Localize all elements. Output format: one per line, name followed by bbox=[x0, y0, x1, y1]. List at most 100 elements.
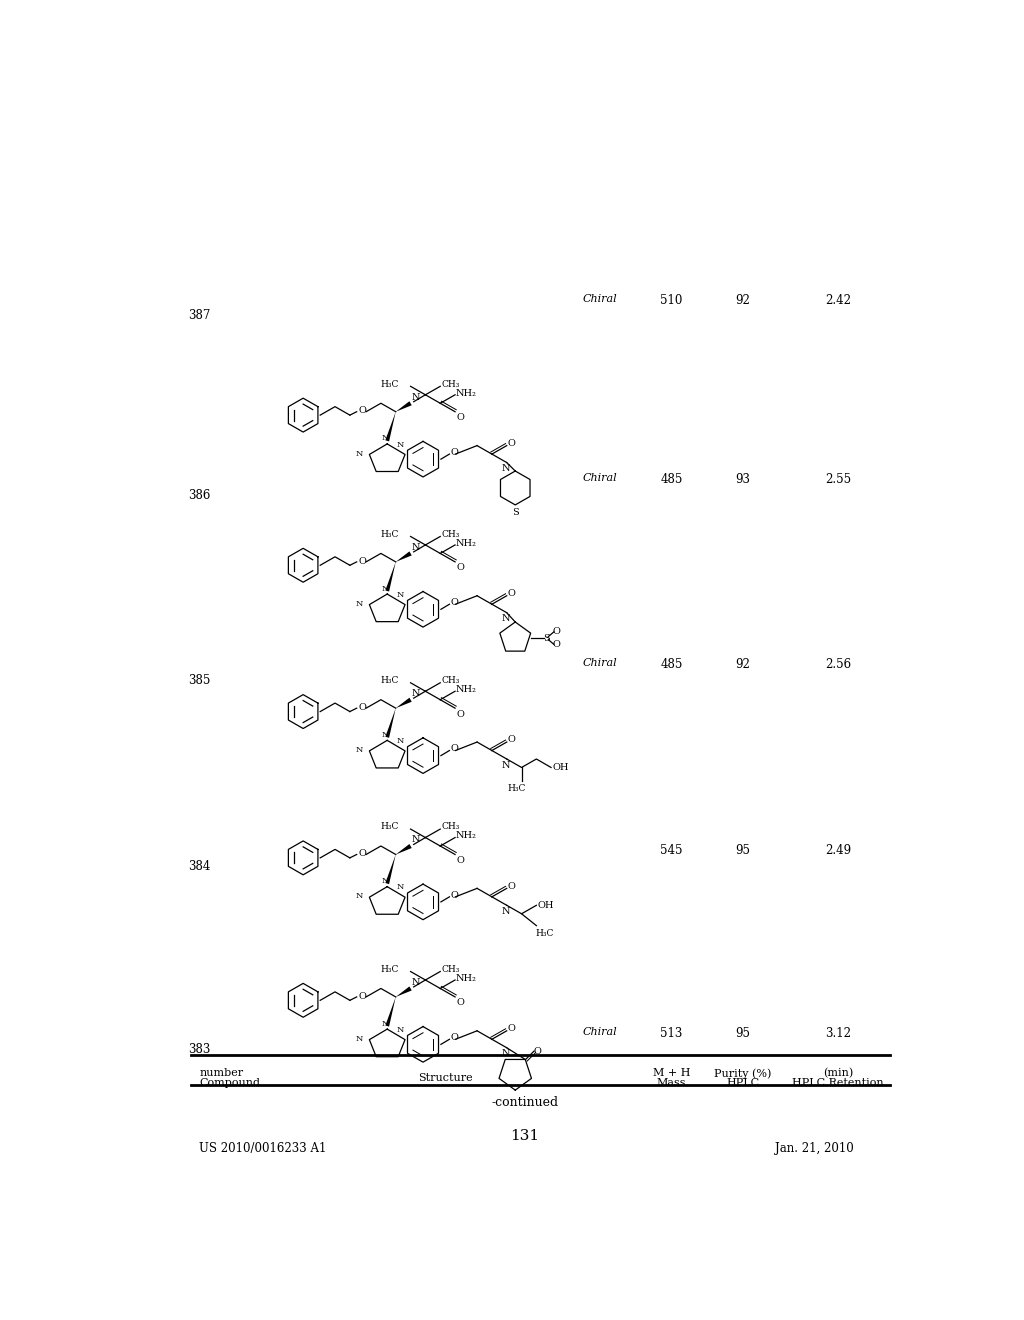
Text: Chiral: Chiral bbox=[583, 659, 617, 668]
Text: (min): (min) bbox=[823, 1068, 853, 1078]
Text: 485: 485 bbox=[660, 659, 683, 672]
Text: N: N bbox=[502, 1049, 510, 1059]
Text: N: N bbox=[382, 434, 389, 442]
Text: HPLC: HPLC bbox=[726, 1078, 760, 1088]
Text: OH: OH bbox=[553, 763, 569, 772]
Text: Jan. 21, 2010: Jan. 21, 2010 bbox=[775, 1142, 854, 1155]
Text: N: N bbox=[382, 731, 389, 739]
Text: H₃C: H₃C bbox=[508, 784, 526, 793]
Text: N: N bbox=[397, 441, 404, 449]
Text: US 2010/0016233 A1: US 2010/0016233 A1 bbox=[200, 1142, 327, 1155]
Text: 131: 131 bbox=[510, 1129, 540, 1143]
Text: O: O bbox=[457, 413, 465, 422]
Text: H₃C: H₃C bbox=[381, 676, 399, 685]
Text: 387: 387 bbox=[188, 309, 211, 322]
Polygon shape bbox=[385, 562, 395, 591]
Text: M + H: M + H bbox=[653, 1068, 690, 1078]
Text: O: O bbox=[451, 1034, 458, 1043]
Polygon shape bbox=[385, 997, 395, 1027]
Text: N: N bbox=[412, 393, 420, 401]
Text: H₃C: H₃C bbox=[381, 529, 399, 539]
Text: 2.49: 2.49 bbox=[825, 845, 851, 858]
Text: N: N bbox=[397, 591, 404, 599]
Text: O: O bbox=[508, 735, 515, 744]
Text: CH₃: CH₃ bbox=[441, 822, 460, 832]
Text: O: O bbox=[534, 1047, 542, 1056]
Text: Chiral: Chiral bbox=[583, 1027, 617, 1038]
Text: O: O bbox=[451, 598, 458, 607]
Text: O: O bbox=[358, 407, 367, 416]
Text: Purity (%): Purity (%) bbox=[715, 1068, 772, 1078]
Text: O: O bbox=[508, 438, 515, 447]
Text: CH₃: CH₃ bbox=[441, 965, 460, 974]
Text: O: O bbox=[451, 447, 458, 457]
Text: H₃C: H₃C bbox=[536, 929, 554, 939]
Text: 95: 95 bbox=[735, 1027, 751, 1040]
Text: O: O bbox=[457, 998, 465, 1007]
Text: 92: 92 bbox=[735, 659, 751, 672]
Text: NH₂: NH₂ bbox=[456, 539, 477, 548]
Text: Chiral: Chiral bbox=[583, 474, 617, 483]
Text: number: number bbox=[200, 1068, 244, 1078]
Text: N: N bbox=[382, 585, 389, 593]
Text: OH: OH bbox=[538, 900, 554, 909]
Text: O: O bbox=[358, 849, 367, 858]
Text: N: N bbox=[382, 1019, 389, 1027]
Text: N: N bbox=[382, 876, 389, 886]
Text: 2.56: 2.56 bbox=[825, 659, 851, 672]
Text: S: S bbox=[512, 508, 518, 517]
Text: 385: 385 bbox=[188, 673, 211, 686]
Text: 95: 95 bbox=[735, 845, 751, 858]
Text: -continued: -continued bbox=[492, 1096, 558, 1109]
Polygon shape bbox=[395, 552, 412, 562]
Text: N: N bbox=[412, 543, 420, 552]
Text: O: O bbox=[457, 710, 465, 718]
Text: O: O bbox=[358, 557, 367, 565]
Text: N: N bbox=[355, 599, 364, 607]
Text: Mass: Mass bbox=[656, 1078, 686, 1088]
Text: N: N bbox=[412, 836, 420, 845]
Text: 2.55: 2.55 bbox=[825, 474, 851, 487]
Text: N: N bbox=[397, 883, 404, 891]
Text: Compound: Compound bbox=[200, 1078, 260, 1088]
Text: O: O bbox=[508, 1024, 515, 1034]
Text: H₃C: H₃C bbox=[381, 965, 399, 974]
Text: O: O bbox=[457, 857, 465, 865]
Text: O: O bbox=[552, 640, 560, 648]
Text: 384: 384 bbox=[188, 859, 211, 873]
Polygon shape bbox=[395, 401, 412, 412]
Text: N: N bbox=[502, 760, 510, 770]
Text: N: N bbox=[355, 892, 364, 900]
Text: 386: 386 bbox=[188, 488, 211, 502]
Text: HPLC Retention: HPLC Retention bbox=[793, 1078, 884, 1088]
Text: 93: 93 bbox=[735, 474, 751, 487]
Text: H₃C: H₃C bbox=[381, 380, 399, 388]
Text: O: O bbox=[508, 589, 515, 598]
Text: O: O bbox=[457, 564, 465, 573]
Text: N: N bbox=[397, 737, 404, 746]
Text: 510: 510 bbox=[660, 293, 683, 306]
Text: NH₂: NH₂ bbox=[456, 685, 477, 694]
Text: N: N bbox=[502, 907, 510, 916]
Text: N: N bbox=[355, 450, 364, 458]
Text: CH₃: CH₃ bbox=[441, 676, 460, 685]
Polygon shape bbox=[395, 843, 412, 854]
Text: N: N bbox=[397, 1026, 404, 1034]
Polygon shape bbox=[385, 412, 395, 441]
Text: 92: 92 bbox=[735, 293, 751, 306]
Text: N: N bbox=[412, 689, 420, 698]
Polygon shape bbox=[385, 708, 395, 738]
Text: H₃C: H₃C bbox=[381, 822, 399, 832]
Text: 2.42: 2.42 bbox=[825, 293, 851, 306]
Text: 545: 545 bbox=[660, 845, 683, 858]
Text: O: O bbox=[358, 991, 367, 1001]
Text: Structure: Structure bbox=[418, 1073, 473, 1084]
Text: 383: 383 bbox=[188, 1043, 211, 1056]
Text: O: O bbox=[451, 891, 458, 900]
Text: 3.12: 3.12 bbox=[825, 1027, 851, 1040]
Text: O: O bbox=[552, 627, 560, 636]
Polygon shape bbox=[395, 698, 412, 708]
Polygon shape bbox=[385, 854, 395, 884]
Text: NH₂: NH₂ bbox=[456, 832, 477, 841]
Text: O: O bbox=[508, 882, 515, 891]
